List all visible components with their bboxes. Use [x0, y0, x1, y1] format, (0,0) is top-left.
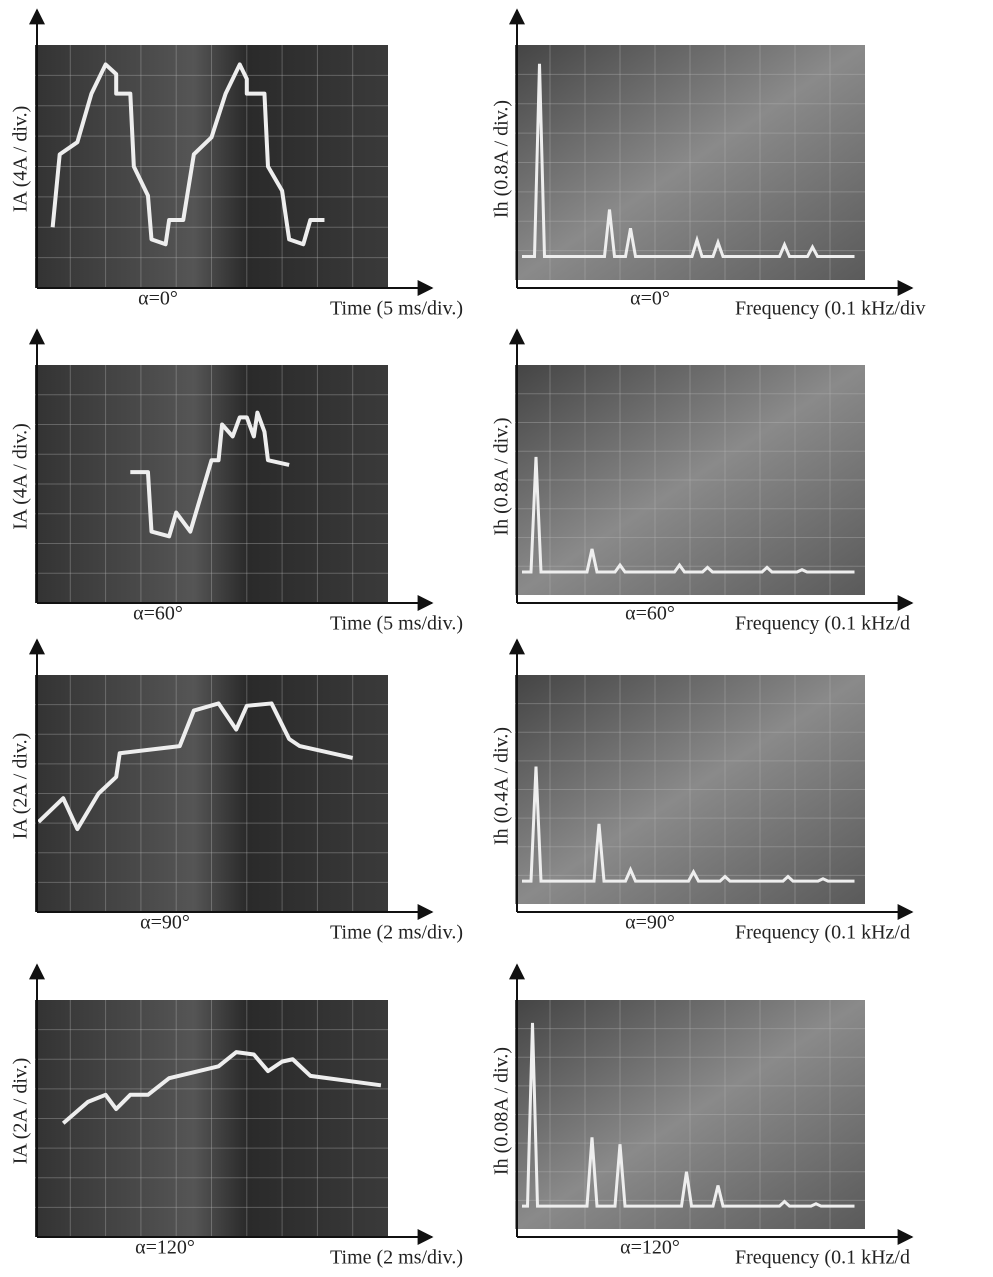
oscilloscope-photo: [515, 675, 865, 904]
waveform: [61, 1050, 382, 1125]
y-axis-label: Ih (0.08A / div.): [491, 1047, 513, 1175]
caption: α=60°: [133, 603, 183, 625]
y-axis-label: Ih (0.8A / div.): [491, 100, 513, 218]
spectrum: [522, 63, 855, 258]
waveform: [130, 410, 290, 539]
y-axis-label: IA (2A / div.): [10, 733, 32, 839]
caption: α=120°: [620, 1237, 680, 1259]
caption: α=90°: [140, 912, 190, 934]
x-axis-label: Frequency (0.1 kHz/div: [735, 298, 926, 320]
oscilloscope-photo: [515, 45, 865, 280]
spectrum: [522, 766, 855, 883]
y-axis-label: IA (4A / div.): [10, 423, 32, 529]
x-axis-label: Time (2 ms/div.): [330, 1247, 463, 1269]
oscilloscope-photo: [35, 675, 388, 912]
x-axis-label: Frequency (0.1 kHz/d: [735, 613, 910, 635]
x-axis-label: Time (5 ms/div.): [330, 298, 463, 320]
y-axis-label: IA (4A / div.): [10, 106, 32, 212]
caption: α=0°: [630, 288, 670, 310]
y-axis-label: Ih (0.4A / div.): [491, 727, 513, 845]
caption: α=60°: [625, 603, 675, 625]
x-axis-label: Frequency (0.1 kHz/d: [735, 922, 910, 944]
x-axis-label: Time (5 ms/div.): [330, 613, 463, 635]
caption: α=90°: [625, 912, 675, 934]
x-axis-label: Frequency (0.1 kHz/d: [735, 1247, 910, 1269]
oscilloscope-photo: [515, 365, 865, 595]
caption: α=0°: [138, 288, 178, 310]
x-axis-label: Time (2 ms/div.): [330, 922, 463, 944]
caption: α=120°: [135, 1237, 195, 1259]
waveform: [50, 62, 325, 247]
waveform: [37, 701, 354, 832]
oscilloscope-photo: [35, 365, 388, 603]
y-axis-label: IA (2A / div.): [10, 1058, 32, 1164]
spectrum: [522, 456, 855, 574]
spectrum: [522, 1022, 855, 1208]
oscilloscope-photo: [35, 1000, 388, 1237]
y-axis-label: Ih (0.8A / div.): [491, 417, 513, 535]
